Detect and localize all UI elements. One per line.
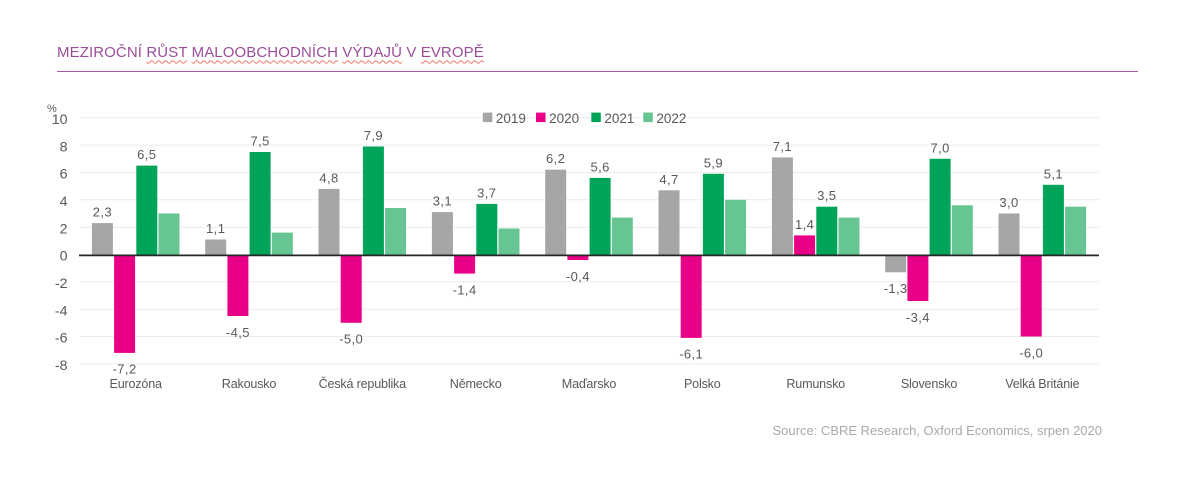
- svg-text:-6,1: -6,1: [679, 347, 703, 362]
- svg-text:Maďarsko: Maďarsko: [562, 377, 617, 391]
- svg-text:-1,4: -1,4: [453, 282, 477, 297]
- svg-text:2019: 2019: [496, 111, 526, 126]
- svg-text:-6: -6: [55, 331, 68, 347]
- svg-text:2022: 2022: [656, 111, 686, 126]
- svg-text:4,8: 4,8: [319, 170, 338, 185]
- svg-text:-3,4: -3,4: [906, 310, 930, 325]
- svg-text:10: 10: [52, 112, 68, 128]
- svg-text:5,9: 5,9: [704, 155, 723, 170]
- svg-text:3,7: 3,7: [477, 185, 496, 200]
- svg-text:4,7: 4,7: [659, 172, 678, 187]
- svg-text:3,0: 3,0: [999, 195, 1018, 210]
- svg-text:7,9: 7,9: [364, 128, 383, 143]
- svg-text:5,1: 5,1: [1044, 166, 1063, 181]
- svg-text:3,1: 3,1: [433, 194, 452, 209]
- svg-text:-6,0: -6,0: [1019, 345, 1043, 360]
- svg-text:3,5: 3,5: [817, 188, 836, 203]
- svg-text:Polsko: Polsko: [684, 377, 721, 391]
- svg-text:2,3: 2,3: [93, 205, 112, 220]
- svg-text:-5,0: -5,0: [339, 332, 363, 347]
- svg-text:7,0: 7,0: [930, 140, 949, 155]
- svg-text:-2: -2: [55, 276, 68, 292]
- svg-text:1,1: 1,1: [206, 221, 225, 236]
- svg-text:-1,3: -1,3: [884, 281, 908, 296]
- svg-text:-0,4: -0,4: [566, 269, 590, 284]
- svg-text:-7,2: -7,2: [113, 362, 137, 377]
- svg-text:7,5: 7,5: [250, 134, 269, 149]
- svg-text:2: 2: [60, 221, 68, 237]
- svg-text:Velká Británie: Velká Británie: [1005, 377, 1079, 391]
- svg-text:5,6: 5,6: [590, 159, 609, 174]
- svg-text:Eurozóna: Eurozóna: [110, 377, 163, 391]
- svg-text:-4: -4: [55, 303, 68, 319]
- svg-text:Slovensko: Slovensko: [901, 377, 958, 391]
- svg-text:8: 8: [60, 139, 68, 155]
- svg-text:0: 0: [60, 249, 68, 265]
- svg-text:6,2: 6,2: [546, 151, 565, 166]
- svg-text:2020: 2020: [549, 111, 579, 126]
- svg-text:Česká republika: Česká republika: [319, 376, 406, 391]
- svg-text:Rakousko: Rakousko: [222, 377, 277, 391]
- svg-text:Německo: Německo: [450, 377, 502, 391]
- svg-text:7,1: 7,1: [773, 139, 792, 154]
- svg-text:2021: 2021: [604, 111, 634, 126]
- svg-text:%: %: [47, 103, 57, 115]
- svg-text:6,5: 6,5: [137, 147, 156, 162]
- svg-text:6: 6: [60, 167, 68, 183]
- svg-text:4: 4: [60, 194, 68, 210]
- svg-text:-4,5: -4,5: [226, 325, 250, 340]
- svg-text:-8: -8: [55, 358, 68, 374]
- svg-text:Source: CBRE Research, Oxford: Source: CBRE Research, Oxford Economics,…: [773, 423, 1102, 438]
- svg-text:Rumunsko: Rumunsko: [786, 377, 845, 391]
- svg-text:1,4: 1,4: [795, 217, 814, 232]
